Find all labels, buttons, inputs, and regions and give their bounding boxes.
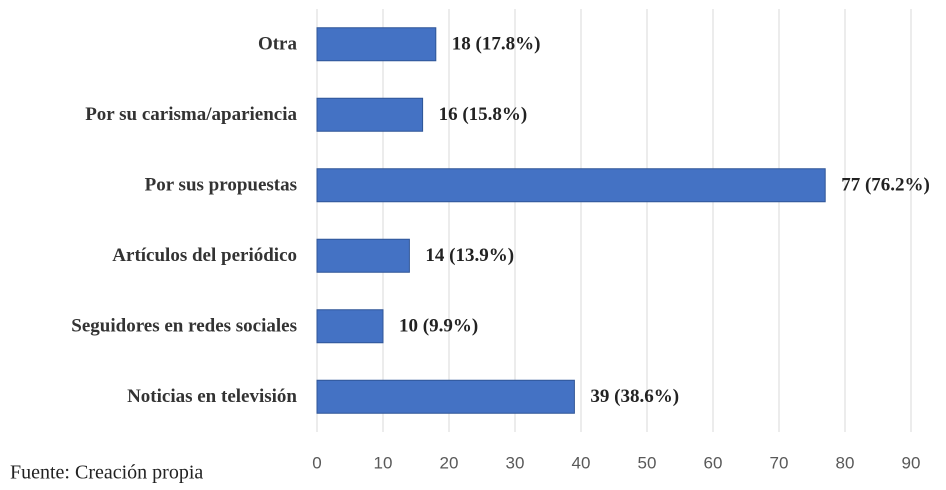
value-label: 10 (9.9%) [399, 316, 478, 337]
bar [316, 379, 575, 414]
bar [316, 27, 437, 62]
x-tick-label: 80 [836, 453, 855, 472]
x-tick-label: 60 [704, 453, 723, 472]
source-note: Fuente: Creación propia [10, 462, 203, 484]
value-label: 39 (38.6%) [590, 386, 679, 407]
value-label: 16 (15.8%) [439, 104, 528, 125]
bar [316, 309, 384, 344]
x-tick-label: 10 [374, 453, 393, 472]
y-tick-label: Por su carisma/apariencia [85, 104, 297, 125]
x-tick-label: 90 [902, 453, 921, 472]
x-tick-label: 70 [770, 453, 789, 472]
y-tick-label: Noticias en televisión [127, 386, 297, 407]
value-label: 18 (17.8%) [452, 34, 541, 55]
y-tick-label: Artículos del periódico [112, 245, 297, 266]
value-label: 77 (76.2%) [841, 175, 930, 196]
y-tick-label: Seguidores en redes sociales [71, 316, 297, 337]
x-tick-label: 0 [312, 453, 321, 472]
y-tick-label: Por sus propuestas [145, 175, 297, 196]
value-label: 14 (13.9%) [425, 245, 514, 266]
bar [316, 168, 826, 203]
x-tick-label: 40 [572, 453, 591, 472]
x-tick-label: 50 [638, 453, 657, 472]
y-tick-label: Otra [258, 34, 298, 55]
x-tick-label: 30 [506, 453, 525, 472]
x-tick-label: 20 [440, 453, 459, 472]
bar [316, 238, 410, 273]
bar [316, 97, 424, 132]
